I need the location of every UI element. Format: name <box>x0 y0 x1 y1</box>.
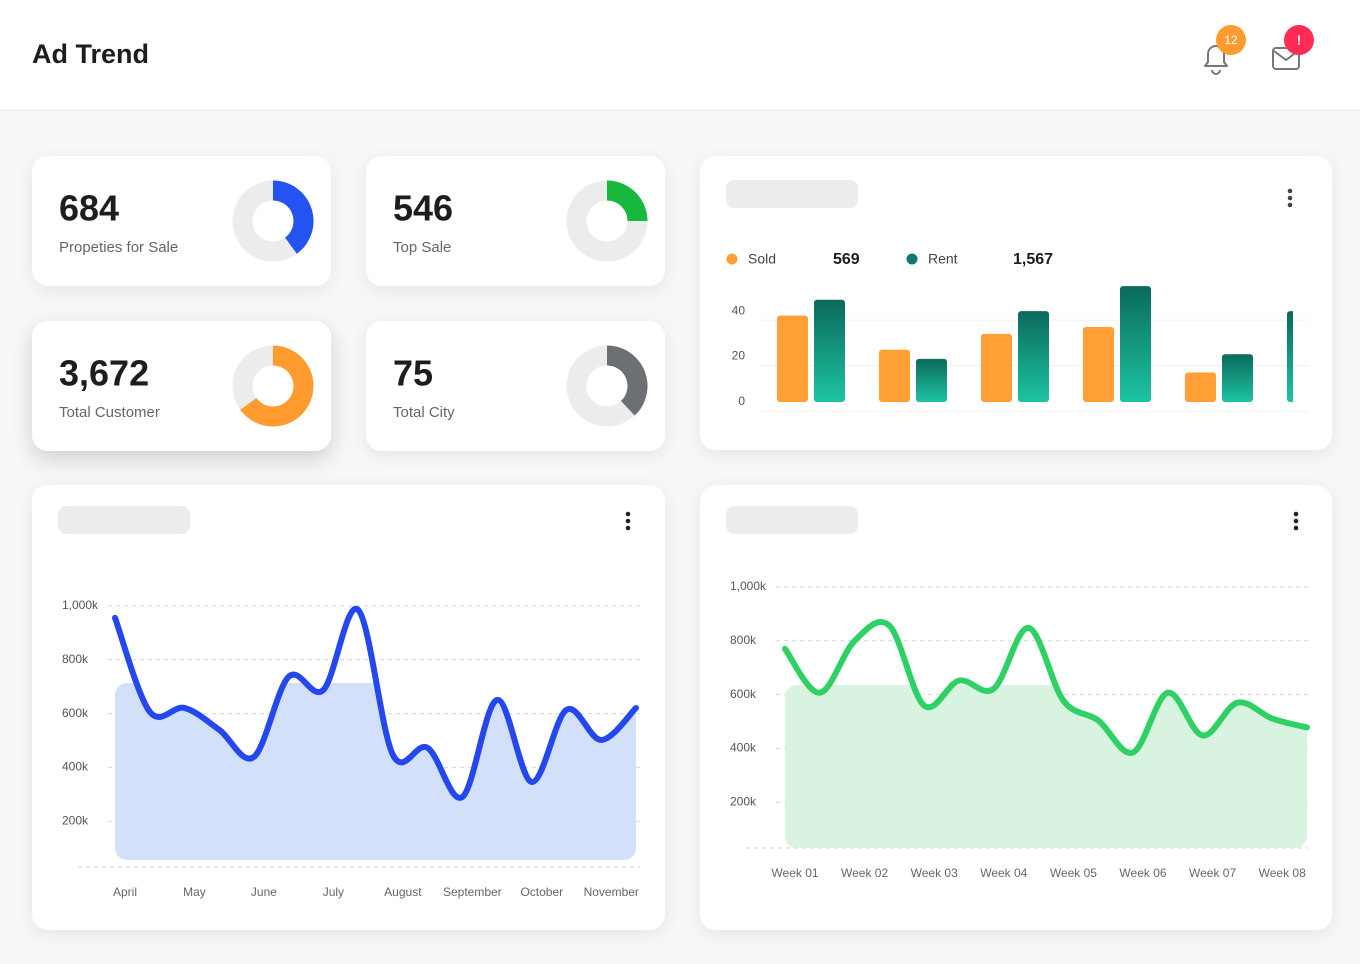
x-tick-label: August <box>384 885 422 899</box>
y-tick-label: 200k <box>730 794 757 808</box>
donut-arc <box>606 180 648 222</box>
bar <box>879 349 910 402</box>
legend-label: Rent <box>928 251 958 267</box>
y-tick-label: 20 <box>732 349 746 363</box>
stat-label: Top Sale <box>393 239 451 256</box>
notification-button[interactable]: 12 <box>1204 25 1246 75</box>
message-button[interactable]: ! <box>1272 25 1314 70</box>
x-tick-label: September <box>443 885 502 899</box>
badge <box>1216 25 1246 55</box>
header-bar <box>0 0 1360 110</box>
area-fill <box>785 685 1307 848</box>
badge-count: ! <box>1297 32 1301 47</box>
bar <box>777 315 808 402</box>
x-tick-label: October <box>520 885 563 899</box>
y-tick-label: 800k <box>62 652 89 666</box>
stat-label: Total City <box>393 404 455 421</box>
legend-label: Sold <box>748 251 776 267</box>
y-tick-label: 40 <box>732 303 746 317</box>
title-placeholder <box>726 506 858 534</box>
stat-value: 684 <box>59 188 119 229</box>
bar <box>981 333 1012 402</box>
menu-button[interactable] <box>1293 511 1299 531</box>
legend-dot <box>726 253 738 265</box>
x-tick-label: Week 07 <box>1189 866 1236 880</box>
x-tick-label: April <box>113 885 137 899</box>
x-tick-label: July <box>323 885 344 899</box>
bar <box>1287 311 1293 402</box>
bar <box>1185 372 1216 402</box>
legend-total: 1,567 <box>1013 251 1053 268</box>
legend-dot <box>906 253 918 265</box>
mail-icon <box>1272 47 1300 70</box>
x-tick-label: June <box>251 885 277 899</box>
y-tick-label: 1,000k <box>62 598 99 612</box>
badge <box>1284 25 1314 55</box>
stat-value: 546 <box>393 188 453 229</box>
y-tick-label: 0 <box>738 394 745 408</box>
line <box>782 619 1310 756</box>
card <box>700 156 1332 450</box>
menu-button[interactable] <box>625 511 631 531</box>
y-tick-label: 1,000k <box>730 579 767 593</box>
line <box>112 605 639 801</box>
y-tick-label: 400k <box>730 741 757 755</box>
y-tick-label: 600k <box>730 687 757 701</box>
x-tick-label: Week 06 <box>1119 866 1166 880</box>
stat-label: Total Customer <box>59 404 160 421</box>
x-tick-label: Week 01 <box>771 866 818 880</box>
x-tick-label: Week 02 <box>841 866 888 880</box>
title-placeholder <box>58 506 190 534</box>
title-placeholder <box>726 180 858 208</box>
legend-total: 569 <box>833 251 860 268</box>
y-tick-label: 600k <box>62 706 89 720</box>
x-tick-label: Week 04 <box>980 866 1027 880</box>
bar <box>916 358 947 402</box>
bar <box>1222 354 1253 402</box>
x-tick-label: Week 03 <box>911 866 958 880</box>
stat-label: Propeties for Sale <box>59 239 178 256</box>
y-tick-label: 800k <box>730 633 757 647</box>
menu-button[interactable] <box>1287 188 1293 208</box>
x-tick-label: May <box>183 885 206 899</box>
badge-count: 12 <box>1224 33 1238 47</box>
y-tick-label: 200k <box>62 813 89 827</box>
stat-value: 75 <box>393 353 433 394</box>
x-tick-label: November <box>584 885 639 899</box>
donut-arc <box>240 345 314 427</box>
donut-arc <box>272 180 314 254</box>
bar <box>1120 286 1151 402</box>
x-tick-label: Week 08 <box>1259 866 1306 880</box>
donut-arc <box>606 345 648 416</box>
bell-icon <box>1204 45 1228 75</box>
bar <box>1018 311 1049 402</box>
x-tick-label: Week 05 <box>1050 866 1097 880</box>
bar-group <box>777 286 1293 402</box>
area-fill <box>115 683 636 860</box>
bar <box>1083 327 1114 402</box>
y-tick-label: 400k <box>62 760 89 774</box>
page-title: Ad Trend <box>32 39 149 69</box>
stat-value: 3,672 <box>59 353 149 394</box>
bar <box>814 299 845 402</box>
